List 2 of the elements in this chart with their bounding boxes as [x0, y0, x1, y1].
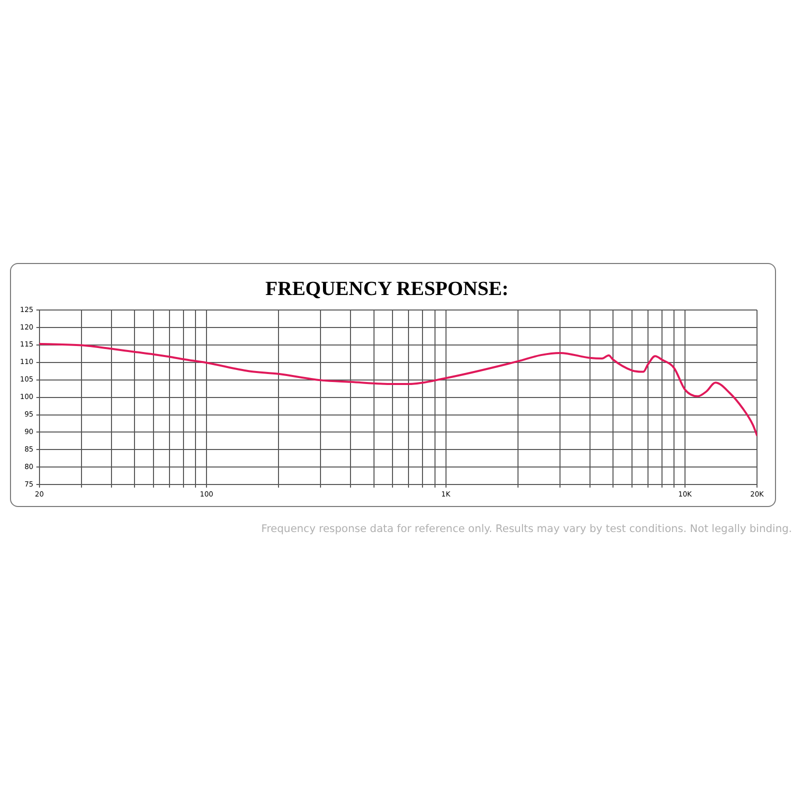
- chart-title: FREQUENCY RESPONSE:: [265, 278, 509, 300]
- text: Frequency response data for reference only. Results may vary by test conditions. Not legally binding.: [261, 523, 792, 535]
